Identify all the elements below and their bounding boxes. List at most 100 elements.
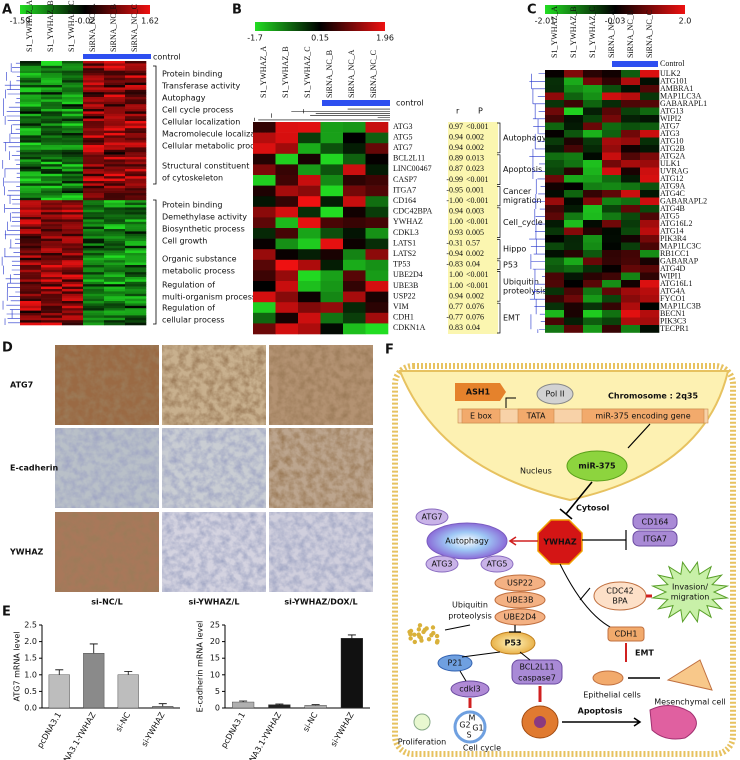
p-value: <0.001 [466, 122, 489, 131]
heatmap-cell [545, 197, 565, 206]
heatmap-cell [20, 116, 42, 119]
heatmap-cell [125, 226, 147, 230]
heatmap-cell [62, 229, 84, 232]
heatmap-cell [62, 322, 84, 326]
gene-label: ATG101 [660, 76, 688, 85]
heatmap-cell [125, 181, 147, 184]
heatmap-cell [41, 159, 63, 163]
heatmap-cell [564, 310, 584, 318]
heatmap-cell [62, 205, 84, 208]
heatmap-cell [583, 235, 603, 243]
gene-label: USP22 [393, 291, 416, 300]
heatmap-cell [83, 70, 105, 74]
heatmap-cell [62, 82, 84, 86]
heatmap-cell [41, 293, 63, 297]
p-value: 0.003 [466, 207, 484, 216]
heatmap-cell [83, 77, 105, 81]
inhibition [509, 625, 521, 633]
heatmap-cell [41, 171, 63, 175]
heatmap-cell [41, 137, 63, 141]
heatmap-cell [83, 212, 105, 215]
heatmap-cell [104, 109, 126, 112]
heatmap-cell [41, 301, 63, 304]
heatmap-cell [62, 73, 84, 76]
scale-label: 2.0 [679, 17, 692, 26]
micrograph-texture [162, 345, 266, 425]
heatmap-cell [298, 175, 321, 186]
heatmap-cell [320, 153, 344, 165]
x-tick-label: si-NC [114, 710, 132, 733]
heatmap-cell [125, 152, 147, 155]
heatmap-cell [20, 77, 42, 81]
heatmap-cell [125, 140, 147, 143]
heatmap-cell [602, 190, 622, 198]
panel-label: A [2, 3, 12, 18]
heatmap-cell [62, 298, 84, 302]
heatmap-cell [253, 122, 276, 133]
heatmap-cell [583, 122, 603, 131]
heatmap-cell [62, 183, 84, 187]
heatmap-cell [104, 166, 126, 170]
group-bar [83, 54, 151, 59]
gene-label: ITGA7 [393, 185, 416, 194]
heatmap-cell [564, 302, 584, 311]
heatmap-cell [62, 94, 84, 98]
heatmap-cell [365, 238, 389, 250]
heatmap-cell [62, 272, 84, 275]
heatmap-cell [104, 243, 126, 247]
heatmap-cell [125, 236, 147, 239]
heatmap-cell [83, 142, 105, 146]
heatmap-cell [83, 89, 105, 93]
heatmap-cell [602, 167, 622, 176]
heatmap-cell [104, 164, 126, 167]
heatmap-cell [41, 236, 63, 239]
heatmap-cell [83, 118, 105, 122]
heatmap-cell [41, 109, 63, 112]
heatmap-cell [583, 325, 603, 333]
heatmap-cell [41, 106, 63, 110]
diagram-label: Autophagy [445, 537, 489, 546]
go-term: Protein binding [162, 201, 222, 210]
heatmap-cell [545, 317, 565, 326]
gene-label: ATG4A [660, 286, 686, 295]
heatmap-cell [41, 272, 63, 275]
heatmap-cell [62, 245, 84, 249]
gene-label: GABARAP [660, 256, 699, 265]
r-value: 0.83 [449, 323, 463, 332]
gene-label: CDKN1A [393, 323, 426, 332]
heatmap-cell [125, 219, 147, 223]
heatmap-cell [104, 63, 126, 67]
autophagy [426, 522, 508, 560]
go-term: Biosynthetic process [162, 225, 245, 234]
p-value: 0.04 [466, 260, 480, 269]
heatmap-cell [253, 270, 276, 282]
heatmap-cell [583, 77, 603, 86]
heatmap-cell [602, 302, 622, 311]
p-value: 0.076 [466, 302, 484, 311]
heatmap-cell [41, 176, 63, 179]
heatmap-cell [104, 322, 126, 326]
heatmap-cell [343, 281, 366, 292]
heatmap-cell [253, 217, 276, 229]
dna-element [517, 408, 555, 424]
heatmap-cell [83, 190, 105, 194]
heatmap-cell [602, 235, 622, 243]
panel-label: E [2, 605, 11, 620]
heatmap-cell [62, 140, 84, 143]
protein [632, 513, 678, 530]
color-scale [545, 5, 685, 14]
heatmap-cell [564, 235, 584, 243]
heatmap-cell [62, 157, 84, 160]
heatmap-cell [41, 209, 63, 213]
heatmap-cell [41, 193, 63, 196]
heatmap-cell [104, 291, 126, 295]
heatmap-cell [104, 176, 126, 179]
heatmap-cell [564, 77, 584, 86]
row-label: YWHAZ [9, 548, 44, 557]
column-label: S1_YWHAZ_B [281, 46, 290, 98]
heatmap-cell [83, 289, 105, 292]
heatmap-cell [83, 116, 105, 119]
heatmap-cell [125, 207, 147, 211]
heatmap-cell [41, 183, 63, 187]
heatmap-cell [564, 122, 584, 131]
